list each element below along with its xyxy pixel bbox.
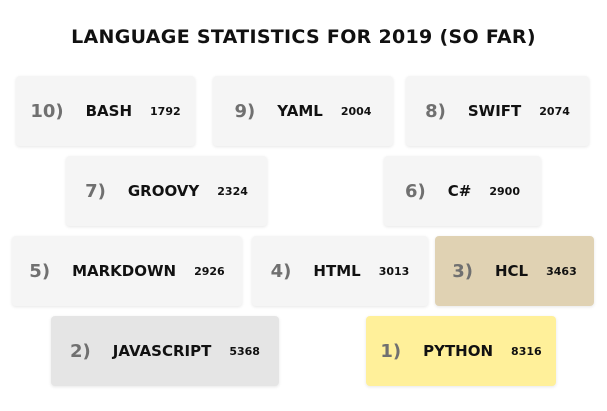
card-bash: 10) BASH 1792: [16, 76, 195, 146]
rank-label: 2): [70, 340, 91, 362]
card-csharp: 6) C# 2900: [384, 156, 541, 226]
rank-label: 10): [30, 100, 64, 122]
language-label: BASH: [85, 102, 133, 120]
count-label: 3463: [546, 264, 577, 278]
rank-label: 3): [452, 260, 473, 282]
card-hcl: 3) HCL 3463: [435, 236, 594, 306]
card-groovy: 7) GROOVY 2324: [66, 156, 267, 226]
count-label: 2004: [340, 104, 372, 118]
count-label: 2324: [217, 184, 248, 198]
rank-label: 5): [29, 260, 51, 282]
card-yaml: 9) YAML 2004: [213, 76, 393, 146]
page-title: LANGUAGE STATISTICS FOR 2019 (SO FAR): [71, 26, 536, 48]
language-label: C#: [447, 182, 472, 200]
card-html: 4) HTML 3013: [252, 236, 428, 306]
rank-label: 8): [425, 100, 446, 122]
count-label: 5368: [229, 344, 260, 358]
language-label: HTML: [313, 262, 361, 280]
count-label: 3013: [378, 264, 410, 278]
count-label: 2074: [539, 104, 570, 118]
rank-label: 6): [405, 180, 426, 202]
rank-label: 4): [270, 260, 292, 282]
language-label: MARKDOWN: [72, 262, 177, 280]
card-javascript: 2) JAVASCRIPT 5368: [51, 316, 279, 386]
card-markdown: 5) MARKDOWN 2926: [12, 236, 242, 306]
card-swift: 8) SWIFT 2074: [406, 76, 589, 146]
count-label: 8316: [511, 344, 542, 358]
language-label: PYTHON: [423, 342, 494, 360]
language-label: YAML: [277, 102, 323, 120]
language-label: HCL: [495, 262, 529, 280]
rank-label: 9): [234, 100, 256, 122]
rank-label: 7): [85, 180, 106, 202]
count-label: 1792: [150, 104, 181, 118]
card-python: 1) PYTHON 8316: [366, 316, 556, 386]
language-label: JAVASCRIPT: [112, 342, 212, 360]
count-label: 2926: [194, 264, 225, 278]
rank-label: 1): [380, 340, 402, 362]
count-label: 2900: [489, 184, 520, 198]
language-label: GROOVY: [127, 182, 200, 200]
language-label: SWIFT: [467, 102, 522, 120]
